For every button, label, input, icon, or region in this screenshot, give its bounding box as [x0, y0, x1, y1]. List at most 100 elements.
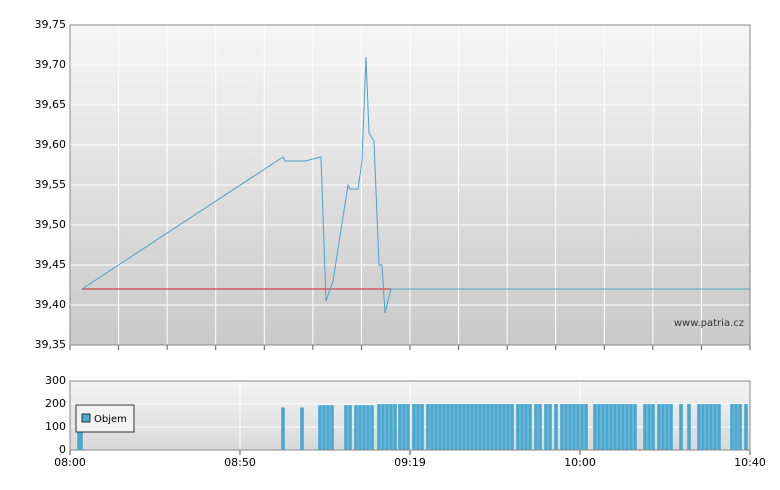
volume-bar: [326, 405, 330, 450]
volume-bar: [370, 405, 374, 450]
volume-bar: [651, 404, 655, 450]
volume-bar: [687, 404, 691, 450]
volume-bar: [520, 404, 524, 450]
volume-bar: [344, 405, 348, 450]
volume-bar: [613, 404, 617, 450]
volume-bar: [389, 404, 393, 450]
volume-bar: [358, 405, 362, 450]
volume-bar: [377, 404, 381, 450]
y-tick-label: 39,70: [35, 58, 67, 71]
volume-bar: [430, 404, 434, 450]
volume-bar: [730, 404, 734, 450]
volume-bar: [528, 404, 532, 450]
volume-bar: [621, 404, 625, 450]
volume-bar: [625, 404, 629, 450]
volume-bar: [701, 404, 705, 450]
watermark: www.patria.cz: [674, 318, 744, 329]
volume-bar: [597, 404, 601, 450]
volume-bar: [643, 404, 647, 450]
volume-bar: [568, 404, 572, 450]
volume-bar: [534, 404, 538, 450]
volume-bar: [406, 404, 410, 450]
volume-bar: [506, 404, 510, 450]
volume-bar: [281, 407, 285, 450]
volume-bar: [458, 404, 462, 450]
volume-bar: [657, 404, 661, 450]
y-tick-label: 39,65: [35, 98, 67, 111]
volume-bar: [661, 404, 665, 450]
volume-bar: [494, 404, 498, 450]
volume-bar: [450, 404, 454, 450]
volume-bar: [385, 404, 389, 450]
volume-bar: [438, 404, 442, 450]
volume-bar: [605, 404, 609, 450]
volume-bar: [362, 405, 366, 450]
volume-bar: [420, 404, 424, 450]
volume-bar: [454, 404, 458, 450]
volume-bar: [490, 404, 494, 450]
y-tick-label: 300: [45, 374, 66, 387]
volume-bar: [697, 404, 701, 450]
volume-bar: [538, 404, 542, 450]
volume-bar: [544, 404, 548, 450]
y-tick-label: 39,35: [35, 338, 67, 351]
plot-border: [69, 24, 751, 346]
volume-bar: [502, 404, 506, 450]
volume-bar: [744, 404, 748, 450]
y-tick-label: 39,55: [35, 178, 67, 191]
volume-bar: [322, 405, 326, 450]
volume-bar: [665, 404, 669, 450]
volume-bar: [580, 404, 584, 450]
volume-bar: [466, 404, 470, 450]
price-line: [81, 56, 750, 314]
x-tick-label: 08:00: [54, 456, 86, 469]
volume-bar: [705, 404, 709, 450]
volume-bar: [564, 404, 568, 450]
x-tick-label: 10:40: [734, 456, 766, 469]
volume-bar: [516, 404, 520, 450]
y-tick-label: 39,40: [35, 298, 67, 311]
volume-bar: [393, 404, 397, 450]
volume-bar: [554, 404, 558, 450]
volume-bar: [446, 404, 450, 450]
volume-bar: [524, 404, 528, 450]
volume-bar: [462, 404, 466, 450]
volume-bar: [734, 404, 738, 450]
volume-bar: [426, 404, 430, 450]
y-tick-label: 39,50: [35, 218, 67, 231]
volume-bar: [470, 404, 474, 450]
volume-bar: [478, 404, 482, 450]
volume-bar: [601, 404, 605, 450]
y-tick-label: 39,60: [35, 138, 67, 151]
y-tick-label: 100: [45, 420, 66, 433]
volume-bar: [576, 404, 580, 450]
volume-bar: [416, 404, 420, 450]
volume-bar: [717, 404, 721, 450]
volume-bar: [617, 404, 621, 450]
volume-bar: [560, 404, 564, 450]
volume-bar: [366, 405, 370, 450]
volume-bar: [434, 404, 438, 450]
volume-bar: [609, 404, 613, 450]
volume-bar: [679, 404, 683, 450]
volume-bar: [633, 404, 637, 450]
volume-bar: [482, 404, 486, 450]
volume-bar: [442, 404, 446, 450]
x-tick-label: 08:50: [224, 456, 256, 469]
volume-bar: [474, 404, 478, 450]
volume-bar: [510, 404, 514, 450]
volume-bar: [669, 404, 673, 450]
volume-bar: [738, 404, 742, 450]
y-tick-label: 39,75: [35, 18, 67, 31]
volume-bar: [354, 405, 358, 450]
volume-bar: [412, 404, 416, 450]
x-tick-label: 09:19: [394, 456, 426, 469]
volume-bar: [647, 404, 651, 450]
volume-bar: [584, 404, 588, 450]
volume-bar: [629, 404, 633, 450]
volume-bar: [498, 404, 502, 450]
legend-swatch: [81, 413, 91, 423]
volume-bar: [402, 404, 406, 450]
volume-bar: [381, 404, 385, 450]
